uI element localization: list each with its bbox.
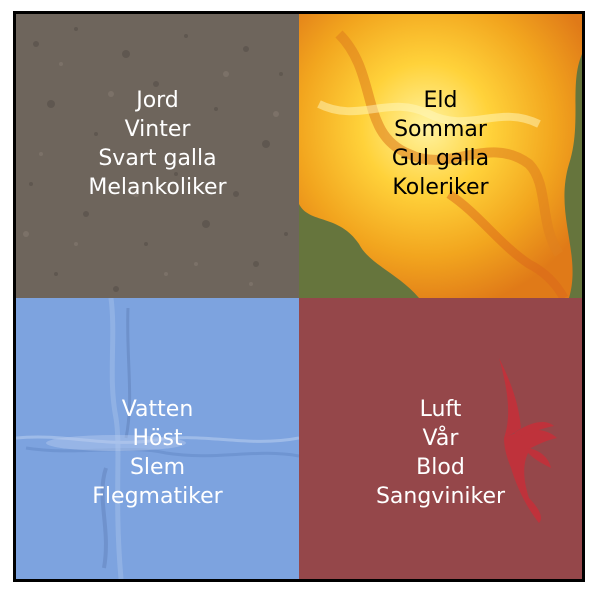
air-temperament: Sangviniker — [375, 483, 506, 509]
earth-element: Jord — [136, 88, 179, 113]
air-season: Vår — [422, 425, 459, 451]
water-humor: Slem — [129, 454, 186, 480]
quadrant-fire: Eld Sommar Gul galla Koleriker — [299, 14, 582, 298]
water-season: Höst — [132, 425, 183, 451]
quadrant-air: Luft Vår Blod Sangviniker — [299, 298, 582, 579]
bird-silhouette-icon — [299, 298, 582, 579]
water-element: Vatten — [121, 396, 194, 422]
water-temperament: Flegmatiker — [92, 483, 223, 509]
quadrant-earth: Jord Vinter Svart galla Melankoliker — [16, 14, 299, 298]
earth-temperament: Melankoliker — [88, 175, 227, 200]
air-text: Luft Vår Blod Sangviniker — [376, 395, 505, 511]
fire-humor: Gul galla — [391, 146, 490, 171]
water-text: Vatten Höst Slem Flegmatiker — [92, 395, 222, 511]
earth-text: Jord Vinter Svart galla Melankoliker — [88, 86, 226, 202]
temperament-diagram: Jord Vinter Svart galla Melankoliker — [13, 11, 585, 582]
soil-texture-icon — [16, 14, 299, 298]
fire-temperament: Koleriker — [392, 175, 489, 200]
flame-image-icon — [299, 14, 582, 298]
quadrant-water: Vatten Höst Slem Flegmatiker — [16, 298, 299, 579]
fire-season: Sommar — [394, 117, 487, 142]
air-humor: Blod — [416, 454, 465, 480]
fire-text: Eld Sommar Gul galla Koleriker — [392, 86, 489, 202]
earth-season: Vinter — [124, 117, 191, 142]
air-element: Luft — [419, 396, 462, 422]
earth-humor: Svart galla — [98, 146, 217, 171]
fire-element: Eld — [423, 88, 458, 113]
water-splash-icon — [16, 298, 299, 579]
